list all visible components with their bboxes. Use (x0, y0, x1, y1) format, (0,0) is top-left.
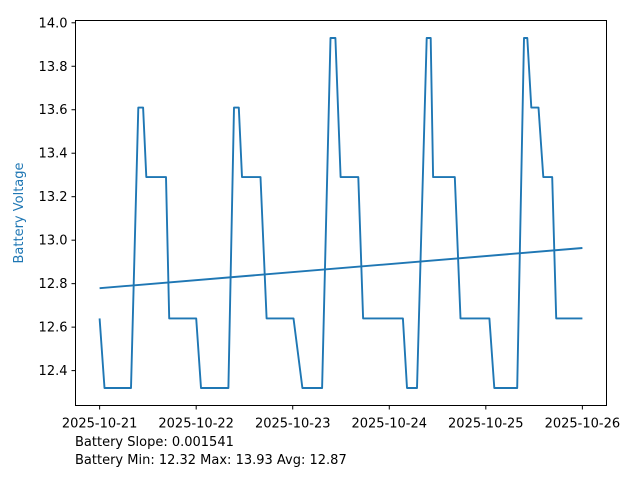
x-tick-label: 2025-10-25 (448, 417, 524, 432)
y-tick-label: 13.0 (39, 234, 68, 249)
y-tick-label: 13.4 (39, 147, 68, 162)
x-tick-label: 2025-10-21 (62, 417, 138, 432)
y-tick-label: 14.0 (39, 16, 68, 31)
battery-voltage-line (98, 37, 583, 389)
y-tick-label: 13.2 (39, 190, 68, 205)
x-tick-label: 2025-10-23 (255, 417, 331, 432)
x-tick-label: 2025-10-22 (158, 417, 234, 432)
x-tick-label: 2025-10-24 (351, 417, 427, 432)
battery-slope-text: Battery Slope: 0.001541 (75, 435, 234, 450)
trend-line (99, 247, 583, 290)
plot-border (75, 20, 607, 406)
y-tick-label: 12.6 (39, 321, 68, 336)
battery-stats-text: Battery Min: 12.32 Max: 13.93 Avg: 12.87 (75, 453, 347, 468)
y-tick-label: 12.4 (39, 364, 68, 379)
x-tick-label: 2025-10-26 (545, 417, 621, 432)
y-axis-label: Battery Voltage (12, 162, 27, 263)
y-tick-label: 13.6 (39, 103, 68, 118)
y-tick-label: 13.8 (39, 60, 68, 75)
y-tick-label: 12.8 (39, 277, 68, 292)
